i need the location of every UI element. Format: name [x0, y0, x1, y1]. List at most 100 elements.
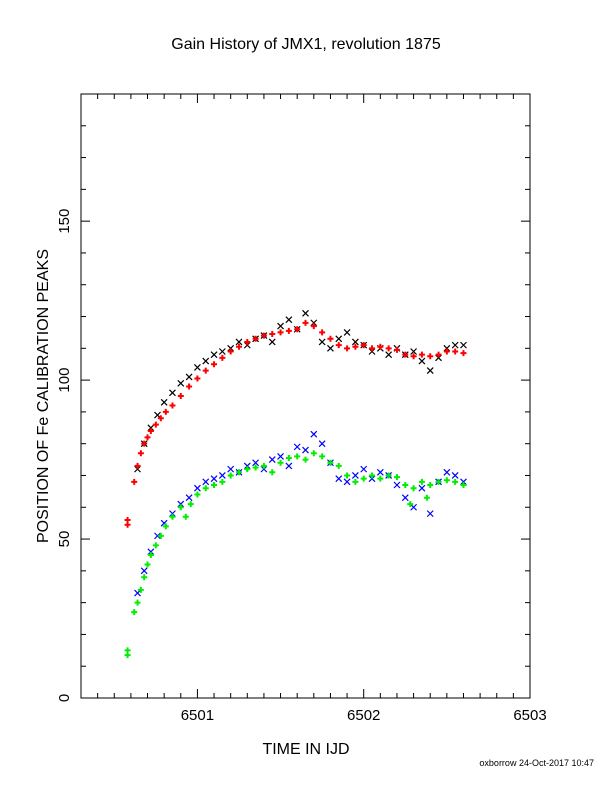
data-point: [327, 459, 334, 466]
data-point: [152, 421, 159, 428]
series-2: [134, 430, 467, 597]
data-point: [268, 338, 276, 346]
data-point: [302, 309, 309, 317]
data-point: [227, 472, 234, 479]
data-point: [369, 472, 376, 479]
data-point: [443, 348, 450, 355]
data-point: [435, 478, 442, 485]
y-tick-label: 0: [56, 694, 73, 702]
data-point: [426, 510, 434, 518]
data-point: [426, 367, 434, 374]
data-point: [227, 344, 235, 352]
data-point: [360, 465, 368, 473]
data-point: [385, 472, 392, 479]
data-point: [134, 589, 141, 597]
data-point: [235, 469, 242, 476]
x-tick-label: 6501: [181, 707, 214, 724]
data-point: [368, 348, 376, 355]
data-point: [343, 478, 351, 486]
x-tick-label: 6502: [347, 707, 380, 724]
plot-frame: [80, 93, 531, 699]
data-point: [235, 338, 243, 346]
data-point: [427, 482, 434, 489]
data-point: [124, 516, 131, 523]
data-point: [335, 342, 342, 349]
data-point: [401, 494, 409, 502]
series-3: [124, 450, 467, 659]
data-point: [152, 542, 159, 549]
data-point: [235, 343, 242, 350]
data-point: [277, 452, 284, 460]
data-point: [294, 453, 301, 460]
data-point: [131, 609, 138, 616]
data-point: [385, 345, 392, 352]
data-point: [443, 468, 451, 476]
data-point: [211, 482, 218, 489]
data-point: [285, 327, 292, 334]
data-point: [385, 351, 393, 359]
data-point: [144, 434, 151, 441]
data-point: [162, 523, 169, 530]
data-point: [277, 329, 284, 336]
data-point: [169, 510, 176, 518]
data-point: [134, 465, 141, 473]
data-point: [210, 475, 218, 483]
data-point: [219, 354, 226, 361]
data-point: [407, 501, 414, 508]
data-point: [443, 477, 450, 484]
data-point: [410, 503, 418, 511]
y-tick-label: 50: [56, 531, 73, 548]
data-point: [402, 351, 409, 358]
data-point: [435, 351, 442, 358]
data-point: [277, 459, 284, 466]
data-point: [147, 424, 155, 432]
data-point: [310, 319, 318, 327]
data-point: [285, 462, 293, 470]
data-point: [410, 348, 418, 355]
data-point: [352, 343, 359, 350]
data-point: [157, 415, 164, 422]
data-point: [194, 375, 201, 382]
data-point: [452, 478, 459, 485]
y-axis-label: POSITION OF Fe CALIBRATION PEAKS: [35, 249, 52, 543]
x-axis-label: TIME IN IJD: [262, 741, 349, 758]
data-point: [202, 485, 209, 492]
data-point: [169, 402, 176, 409]
data-point: [435, 354, 442, 362]
data-point: [141, 440, 148, 447]
data-point: [244, 338, 251, 345]
data-point: [154, 411, 161, 419]
data-point: [410, 485, 417, 492]
data-point: [182, 513, 189, 520]
x-tick-label: 6503: [513, 707, 546, 724]
data-point: [352, 478, 359, 485]
data-point: [402, 482, 409, 489]
data-point: [293, 443, 301, 451]
data-point: [137, 586, 144, 593]
data-point: [137, 450, 144, 457]
data-point: [351, 338, 359, 346]
data-point: [160, 398, 168, 406]
data-point: [177, 379, 185, 387]
data-point: [294, 326, 301, 333]
data-point: [460, 482, 467, 489]
chart-title: Gain History of JMX1, revolution 1875: [171, 36, 441, 53]
data-point: [252, 335, 259, 342]
data-point: [218, 348, 226, 355]
data-point: [418, 484, 426, 492]
data-point: [157, 532, 164, 539]
data-point: [460, 478, 467, 486]
data-point: [186, 383, 193, 390]
data-point: [162, 408, 169, 415]
data-point: [377, 343, 384, 350]
data-point: [418, 351, 425, 358]
data-point: [393, 481, 401, 489]
data-point: [219, 478, 226, 485]
data-point: [285, 454, 292, 461]
data-point: [302, 446, 309, 454]
data-point: [187, 501, 194, 508]
data-point: [252, 464, 259, 471]
data-point: [452, 348, 459, 355]
data-point: [147, 427, 154, 434]
